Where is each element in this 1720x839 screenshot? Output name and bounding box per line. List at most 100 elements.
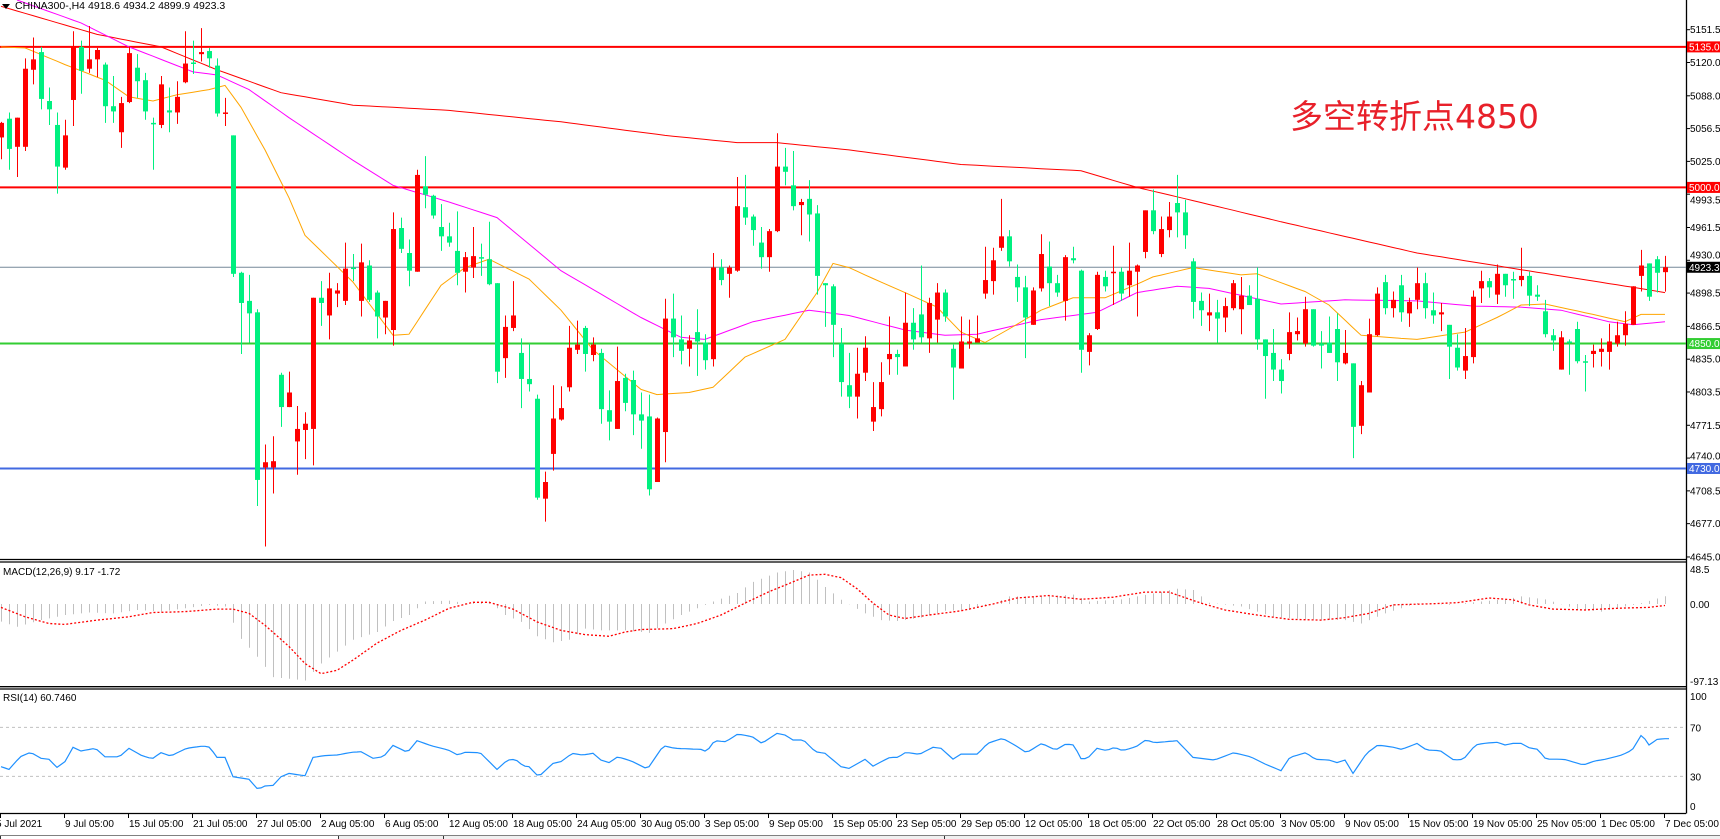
candle-body xyxy=(839,343,844,383)
candle-body xyxy=(911,322,916,340)
candle xyxy=(1407,297,1412,327)
candle xyxy=(967,319,972,349)
candle-body xyxy=(1583,361,1588,363)
candle-body xyxy=(631,379,636,415)
candle-body xyxy=(63,135,68,168)
price-axis-label: 4677.0 xyxy=(1690,519,1720,530)
candle xyxy=(1495,264,1500,305)
candle-body xyxy=(223,112,228,114)
candle-body xyxy=(1159,229,1164,255)
rsi-axis-label: 100 xyxy=(1690,692,1707,703)
candle-body xyxy=(487,259,492,285)
candle-body xyxy=(1063,257,1068,301)
candle xyxy=(255,309,260,506)
candle-body xyxy=(391,229,396,331)
dropdown-triangle-icon[interactable] xyxy=(2,3,10,9)
candle-body xyxy=(1535,294,1540,297)
candle-body xyxy=(359,262,364,301)
candle-body xyxy=(583,327,588,354)
macd-pane xyxy=(0,570,1666,681)
candle-body xyxy=(151,122,156,125)
annotation-text[interactable]: 多空转折点4850 xyxy=(1290,97,1539,136)
candle xyxy=(175,81,180,124)
candle-body xyxy=(783,166,788,172)
candle xyxy=(311,297,316,466)
candle xyxy=(1455,334,1460,371)
candle xyxy=(1151,189,1156,235)
candle xyxy=(687,335,692,367)
candle-body xyxy=(559,408,564,420)
candle xyxy=(7,112,12,170)
candle xyxy=(247,274,252,343)
candle-body xyxy=(471,256,476,268)
price-axis-label: 4708.5 xyxy=(1690,486,1720,497)
candle-body xyxy=(999,236,1004,248)
candle-body xyxy=(1511,279,1516,281)
candle xyxy=(519,338,524,409)
candle xyxy=(1615,321,1620,347)
candle-body xyxy=(967,341,972,344)
candle xyxy=(1375,287,1380,337)
candle-body xyxy=(551,418,556,454)
candle xyxy=(1487,277,1492,298)
candle xyxy=(1223,297,1228,333)
price-axis-label: 4961.5 xyxy=(1690,223,1720,234)
candle xyxy=(839,327,844,397)
candle-body xyxy=(1231,283,1236,309)
candle-body xyxy=(1503,273,1508,286)
candle-body xyxy=(1519,275,1524,281)
rsi-axis-label: 0 xyxy=(1690,802,1696,813)
candle-body xyxy=(1039,254,1044,289)
candle-body xyxy=(1655,259,1660,273)
time-axis-label: 1 Dec 05:00 xyxy=(1601,819,1655,830)
candle xyxy=(191,40,196,74)
candle-body xyxy=(1263,339,1268,357)
ohlc-values: 4918.6 4934.2 4899.9 4923.3 xyxy=(88,0,226,12)
candle xyxy=(1119,267,1124,301)
candle xyxy=(1543,299,1548,338)
candle-body xyxy=(1527,275,1532,296)
candle-body xyxy=(1183,212,1188,236)
time-axis-label: 22 Oct 05:00 xyxy=(1153,819,1211,830)
candle xyxy=(127,46,132,104)
candle xyxy=(431,194,436,219)
candle-body xyxy=(887,353,892,360)
candle-body xyxy=(1439,312,1444,315)
candle-body xyxy=(327,288,332,316)
time-axis-label: 18 Oct 05:00 xyxy=(1089,819,1147,830)
level-price-tag-bg xyxy=(1687,462,1720,474)
candle xyxy=(959,316,964,369)
candle-body xyxy=(1647,263,1652,297)
candle xyxy=(231,135,236,277)
candle xyxy=(455,211,460,286)
candle-body xyxy=(1383,282,1388,309)
candle xyxy=(1239,276,1244,335)
candle xyxy=(783,147,788,186)
candle-body xyxy=(1007,236,1012,262)
candle xyxy=(775,133,780,233)
candle xyxy=(351,254,356,282)
candle xyxy=(471,226,476,278)
candle-body xyxy=(447,236,452,243)
candle xyxy=(903,292,908,367)
time-axis-label: 12 Aug 05:00 xyxy=(449,819,508,830)
candle-body xyxy=(1447,324,1452,347)
candle xyxy=(199,28,204,62)
candle-body xyxy=(1047,266,1052,284)
candle-body xyxy=(143,80,148,112)
candle xyxy=(1183,199,1188,249)
candle xyxy=(1623,311,1628,346)
candle-body xyxy=(687,340,692,349)
candle xyxy=(935,283,940,343)
candle-body xyxy=(1015,276,1020,288)
candle-body xyxy=(1623,323,1628,336)
ma-long-line xyxy=(0,5,1666,294)
candle xyxy=(983,246,988,299)
candle-body xyxy=(639,414,644,421)
candle-body xyxy=(423,186,428,195)
candle xyxy=(1551,328,1556,351)
candle xyxy=(327,272,332,340)
candle-body xyxy=(95,49,100,60)
candle xyxy=(415,169,420,272)
